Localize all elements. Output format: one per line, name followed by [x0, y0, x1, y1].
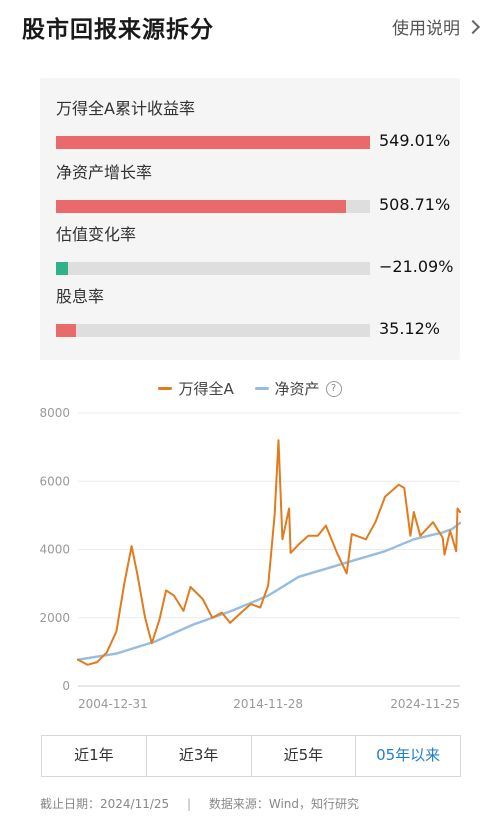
- metric-value: −21.09%: [379, 257, 454, 276]
- x-tick-label: 2024-11-25: [390, 697, 460, 711]
- tab-3y[interactable]: 近3年: [147, 736, 252, 776]
- y-tick-label: 2000: [39, 611, 70, 625]
- footer: 截止日期：2024/11/25 | 数据来源：Wind，知行研究: [40, 795, 359, 812]
- metric-track: [56, 262, 370, 275]
- tab-1y[interactable]: 近1年: [42, 736, 147, 776]
- legend-item-wind-a[interactable]: 万得全A: [158, 378, 234, 399]
- metric-label: 股息率: [56, 287, 105, 306]
- footer-separator: |: [187, 797, 192, 811]
- metric-bar: [56, 262, 68, 275]
- data-source: 数据来源：Wind，知行研究: [208, 797, 360, 811]
- metric-bar: [56, 200, 347, 213]
- metric-total-return: 万得全A累计收益率 549.01%: [56, 98, 456, 153]
- y-tick-label: 0: [62, 679, 70, 693]
- legend-item-nav[interactable]: 净资产 ?: [254, 378, 342, 399]
- x-tick-label: 2004-12-31: [78, 697, 148, 711]
- period-tabs: 近1年 近3年 近5年 05年以来: [41, 735, 461, 777]
- series-line-0: [77, 439, 461, 666]
- legend-label: 万得全A: [178, 380, 234, 398]
- cutoff-date: 截止日期：2024/11/25: [40, 797, 170, 811]
- help-link[interactable]: 使用说明: [392, 14, 481, 39]
- metric-label: 万得全A累计收益率: [56, 99, 195, 118]
- metric-track: [56, 324, 370, 337]
- tab-5y[interactable]: 近5年: [252, 736, 357, 776]
- tab-since-2005[interactable]: 05年以来: [376, 746, 441, 764]
- y-tick-label: 6000: [39, 474, 70, 488]
- metric-track: [56, 200, 370, 213]
- metric-value: 508.71%: [379, 195, 451, 214]
- metric-label: 估值变化率: [56, 225, 137, 244]
- metric-valuation-change: 估值变化率 −21.09%: [56, 224, 456, 279]
- metric-label: 净资产增长率: [56, 163, 153, 182]
- y-axis-labels: 0 2000 4000 6000 8000: [39, 406, 70, 693]
- legend-label: 净资产: [274, 380, 320, 398]
- chart-series: [76, 439, 462, 666]
- metrics-panel: 万得全A累计收益率 549.01% 净资产增长率 508.71% 估值变化率 −…: [40, 78, 460, 360]
- x-tick-label: 2014-11-28: [233, 697, 303, 711]
- help-label: 使用说明: [392, 19, 460, 39]
- question-circle-icon[interactable]: ?: [325, 380, 342, 397]
- series-line-1: [76, 521, 462, 661]
- metric-value: 549.01%: [379, 131, 451, 150]
- header: 股市回报来源拆分 使用说明: [0, 0, 500, 56]
- chart-grid: [78, 412, 460, 687]
- metric-bar: [56, 136, 370, 149]
- y-tick-label: 4000: [39, 543, 70, 557]
- metric-nav-growth: 净资产增长率 508.71%: [56, 162, 456, 217]
- chevron-right-icon: [465, 19, 481, 35]
- y-tick-label: 8000: [39, 406, 70, 420]
- legend-swatch: [158, 387, 173, 390]
- metric-value: 35.12%: [379, 319, 441, 338]
- x-axis-labels: 2004-12-31 2014-11-28 2024-11-25: [78, 697, 460, 711]
- legend-swatch: [254, 387, 269, 390]
- metric-bar: [56, 324, 76, 337]
- metric-track: [56, 136, 370, 149]
- page-title: 股市回报来源拆分: [22, 17, 214, 43]
- chart-legend: 万得全A 净资产 ?: [0, 376, 500, 399]
- metric-dividend-yield: 股息率 35.12%: [56, 286, 456, 341]
